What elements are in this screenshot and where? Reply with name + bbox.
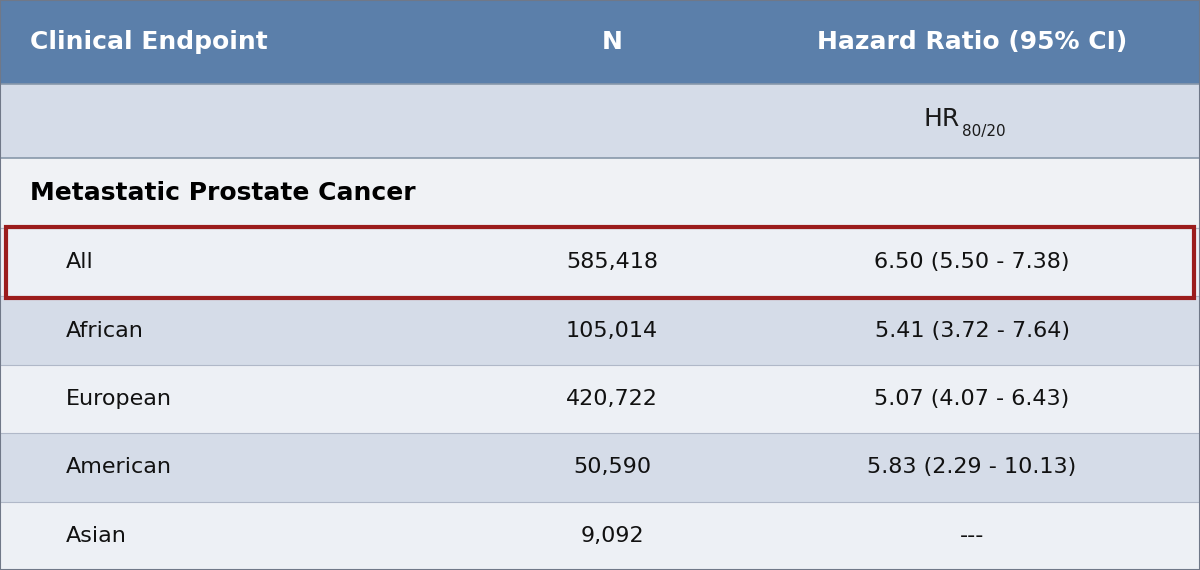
Text: 6.50 (5.50 - 7.38): 6.50 (5.50 - 7.38) — [875, 252, 1069, 272]
Text: American: American — [66, 457, 172, 478]
FancyBboxPatch shape — [0, 433, 1200, 502]
FancyBboxPatch shape — [0, 296, 1200, 365]
FancyBboxPatch shape — [0, 158, 1200, 228]
Text: 5.83 (2.29 - 10.13): 5.83 (2.29 - 10.13) — [868, 457, 1076, 478]
Text: Metastatic Prostate Cancer: Metastatic Prostate Cancer — [30, 181, 415, 205]
FancyBboxPatch shape — [0, 365, 1200, 433]
FancyBboxPatch shape — [0, 84, 1200, 158]
Text: ---: --- — [960, 526, 984, 546]
Text: 420,722: 420,722 — [566, 389, 658, 409]
Text: 5.41 (3.72 - 7.64): 5.41 (3.72 - 7.64) — [875, 320, 1069, 341]
Text: Hazard Ratio (95% CI): Hazard Ratio (95% CI) — [817, 30, 1127, 54]
Text: N: N — [601, 30, 623, 54]
Text: Clinical Endpoint: Clinical Endpoint — [30, 30, 268, 54]
Text: Asian: Asian — [66, 526, 127, 546]
Text: 105,014: 105,014 — [566, 320, 658, 341]
Text: 585,418: 585,418 — [566, 252, 658, 272]
Text: HR: HR — [924, 107, 960, 131]
Text: African: African — [66, 320, 144, 341]
FancyBboxPatch shape — [0, 502, 1200, 570]
Text: 80/20: 80/20 — [962, 124, 1006, 139]
Text: European: European — [66, 389, 172, 409]
FancyBboxPatch shape — [0, 0, 1200, 84]
FancyBboxPatch shape — [0, 228, 1200, 296]
Text: 9,092: 9,092 — [580, 526, 644, 546]
Text: All: All — [66, 252, 94, 272]
Text: 5.07 (4.07 - 6.43): 5.07 (4.07 - 6.43) — [875, 389, 1069, 409]
Text: 50,590: 50,590 — [572, 457, 652, 478]
